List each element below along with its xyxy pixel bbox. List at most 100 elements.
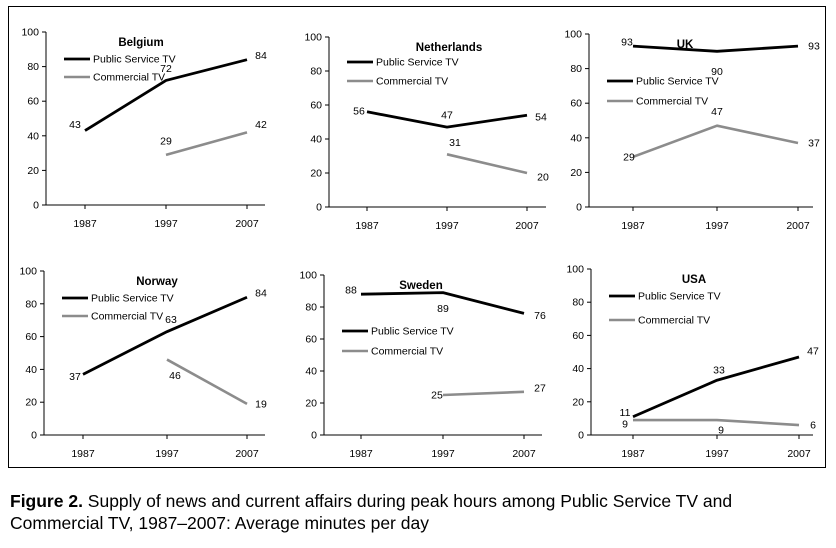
series-line-commercial-tv [166, 358, 248, 405]
data-label: 89 [437, 303, 449, 315]
x-tick-label: 1987 [71, 448, 95, 460]
data-label: 27 [534, 382, 546, 394]
x-tick-label: 2007 [786, 220, 810, 232]
series-line-public-service-tv [82, 295, 248, 376]
data-label: 20 [537, 172, 549, 184]
legend-label: Public Service TV [371, 326, 454, 338]
y-tick-label: 40 [305, 366, 317, 378]
y-tick-label: 40 [310, 134, 322, 146]
data-label: 54 [535, 112, 547, 124]
y-tick-label: 20 [572, 396, 584, 408]
x-tick-label: 2007 [512, 448, 536, 460]
data-label: 6 [810, 420, 816, 432]
chart-svg-belgium: 0 20 40 60 80 100 1987 1997 2007 Belgium 43 72 84 29 4… [21, 27, 267, 231]
y-tick-label: 60 [27, 96, 39, 108]
legend-label: Commercial TV [93, 72, 165, 84]
y-tick-label: 80 [570, 63, 582, 75]
y-tick-label: 60 [25, 331, 37, 343]
legend-label: Commercial TV [371, 346, 443, 358]
data-label: 46 [169, 370, 181, 382]
data-label: 29 [623, 151, 635, 163]
data-label: 84 [255, 50, 267, 62]
data-label: 25 [431, 390, 443, 402]
legend-label: Commercial TV [376, 76, 448, 88]
x-tick-label: 1987 [355, 220, 379, 232]
y-tick-label: 0 [33, 200, 39, 212]
y-tick-label: 60 [572, 330, 584, 342]
x-tick-label: 1997 [155, 448, 179, 460]
series-line-commercial-tv [633, 418, 800, 427]
y-tick-label: 60 [305, 334, 317, 346]
x-tick-label: 2007 [787, 448, 811, 460]
y-tick-label: 100 [564, 29, 582, 41]
data-label: 43 [69, 119, 81, 131]
y-tick-label: 0 [578, 430, 584, 442]
y-tick-label: 80 [305, 302, 317, 314]
legend-label: Public Service TV [638, 291, 721, 303]
figure-caption: Figure 2. Supply of news and current aff… [10, 490, 830, 534]
y-tick-label: 80 [25, 298, 37, 310]
series-line-public-service-tv [84, 58, 248, 132]
y-tick-label: 20 [25, 397, 37, 409]
legend-label: Commercial TV [638, 315, 710, 327]
data-label: 47 [807, 345, 819, 357]
data-label: 37 [808, 137, 820, 149]
legend-label: Public Service TV [376, 57, 459, 69]
data-label: 47 [441, 110, 453, 122]
x-tick-label: 1987 [621, 448, 645, 460]
y-tick-label: 100 [304, 32, 322, 44]
legend-label: Commercial TV [91, 311, 163, 323]
chart-svg-usa: 0 20 40 60 80 100 1987 1997 2007 USA 11 33 47 9 9 6 Publ… [566, 264, 819, 461]
x-tick-label: 1987 [349, 448, 373, 460]
y-tick-label: 80 [572, 297, 584, 309]
y-tick-label: 0 [316, 202, 322, 214]
y-tick-label: 40 [27, 130, 39, 142]
x-tick-label: 2007 [235, 218, 259, 230]
data-label: 84 [255, 288, 267, 300]
data-label: 93 [621, 37, 633, 49]
series-line-commercial-tv [165, 131, 248, 157]
legend-label: Public Service TV [636, 76, 719, 88]
x-tick-label: 2007 [515, 220, 539, 232]
chart-sweden: 0 20 40 60 80 100 1987 1997 2007 Sweden 88 89 76 25 27… [9, 7, 827, 469]
chart-title: Sweden [399, 280, 442, 292]
data-label: 47 [711, 106, 723, 118]
data-label: 9 [622, 419, 628, 431]
x-tick-label: 1987 [73, 218, 97, 230]
x-tick-label: 1987 [621, 220, 645, 232]
y-tick-label: 20 [570, 167, 582, 179]
chart-svg-sweden: 0 20 40 60 80 100 1987 1997 2007 Sweden 88 89 76 25 27… [299, 270, 546, 461]
series-line-public-service-tv [632, 355, 800, 419]
y-tick-label: 100 [566, 264, 584, 276]
data-label: 9 [718, 425, 724, 437]
data-label: 90 [711, 66, 723, 78]
chart-norway: 0 20 40 60 80 100 1987 1997 2007 Norway 37 63 84 46 19… [9, 7, 827, 469]
y-tick-label: 0 [311, 430, 317, 442]
y-tick-label: 100 [299, 270, 317, 282]
caption-text: Supply of news and current affairs durin… [10, 491, 733, 533]
data-label: 42 [255, 119, 267, 131]
series-line-commercial-tv [632, 124, 799, 159]
figure-frame: 0 20 40 60 80 100 1987 1997 2007 Belgium 43 72 84 29 4… [8, 6, 826, 468]
data-label: 33 [713, 365, 725, 377]
chart-netherlands: 0 20 40 60 80 100 1987 1997 2007 Netherlands 56 47 5… [9, 7, 827, 469]
series-line-public-service-tv [366, 110, 528, 129]
chart-svg-norway: 0 20 40 60 80 100 1987 1997 2007 Norway 37 63 84 46 19… [19, 266, 267, 461]
chart-uk: 0 20 40 60 80 100 1987 1997 2007 UK 93 90 93 29 47 37 Pu… [9, 7, 827, 469]
chart-title: Belgium [118, 37, 163, 49]
chart-belgium: 0 20 40 60 80 100 1987 1997 2007 Belgium 43 72 84 29 4… [9, 7, 827, 469]
data-label: 63 [165, 314, 177, 326]
chart-title: Netherlands [416, 42, 482, 54]
series-line-public-service-tv [360, 291, 525, 315]
y-tick-label: 40 [570, 132, 582, 144]
x-tick-label: 1997 [154, 218, 178, 230]
y-tick-label: 80 [310, 66, 322, 78]
chart-title: USA [682, 274, 706, 286]
chart-title: Norway [136, 276, 178, 288]
series-line-commercial-tv [446, 153, 528, 175]
y-tick-label: 0 [31, 430, 37, 442]
series-line-public-service-tv [632, 44, 799, 53]
y-tick-label: 100 [21, 27, 39, 39]
y-tick-label: 40 [25, 364, 37, 376]
